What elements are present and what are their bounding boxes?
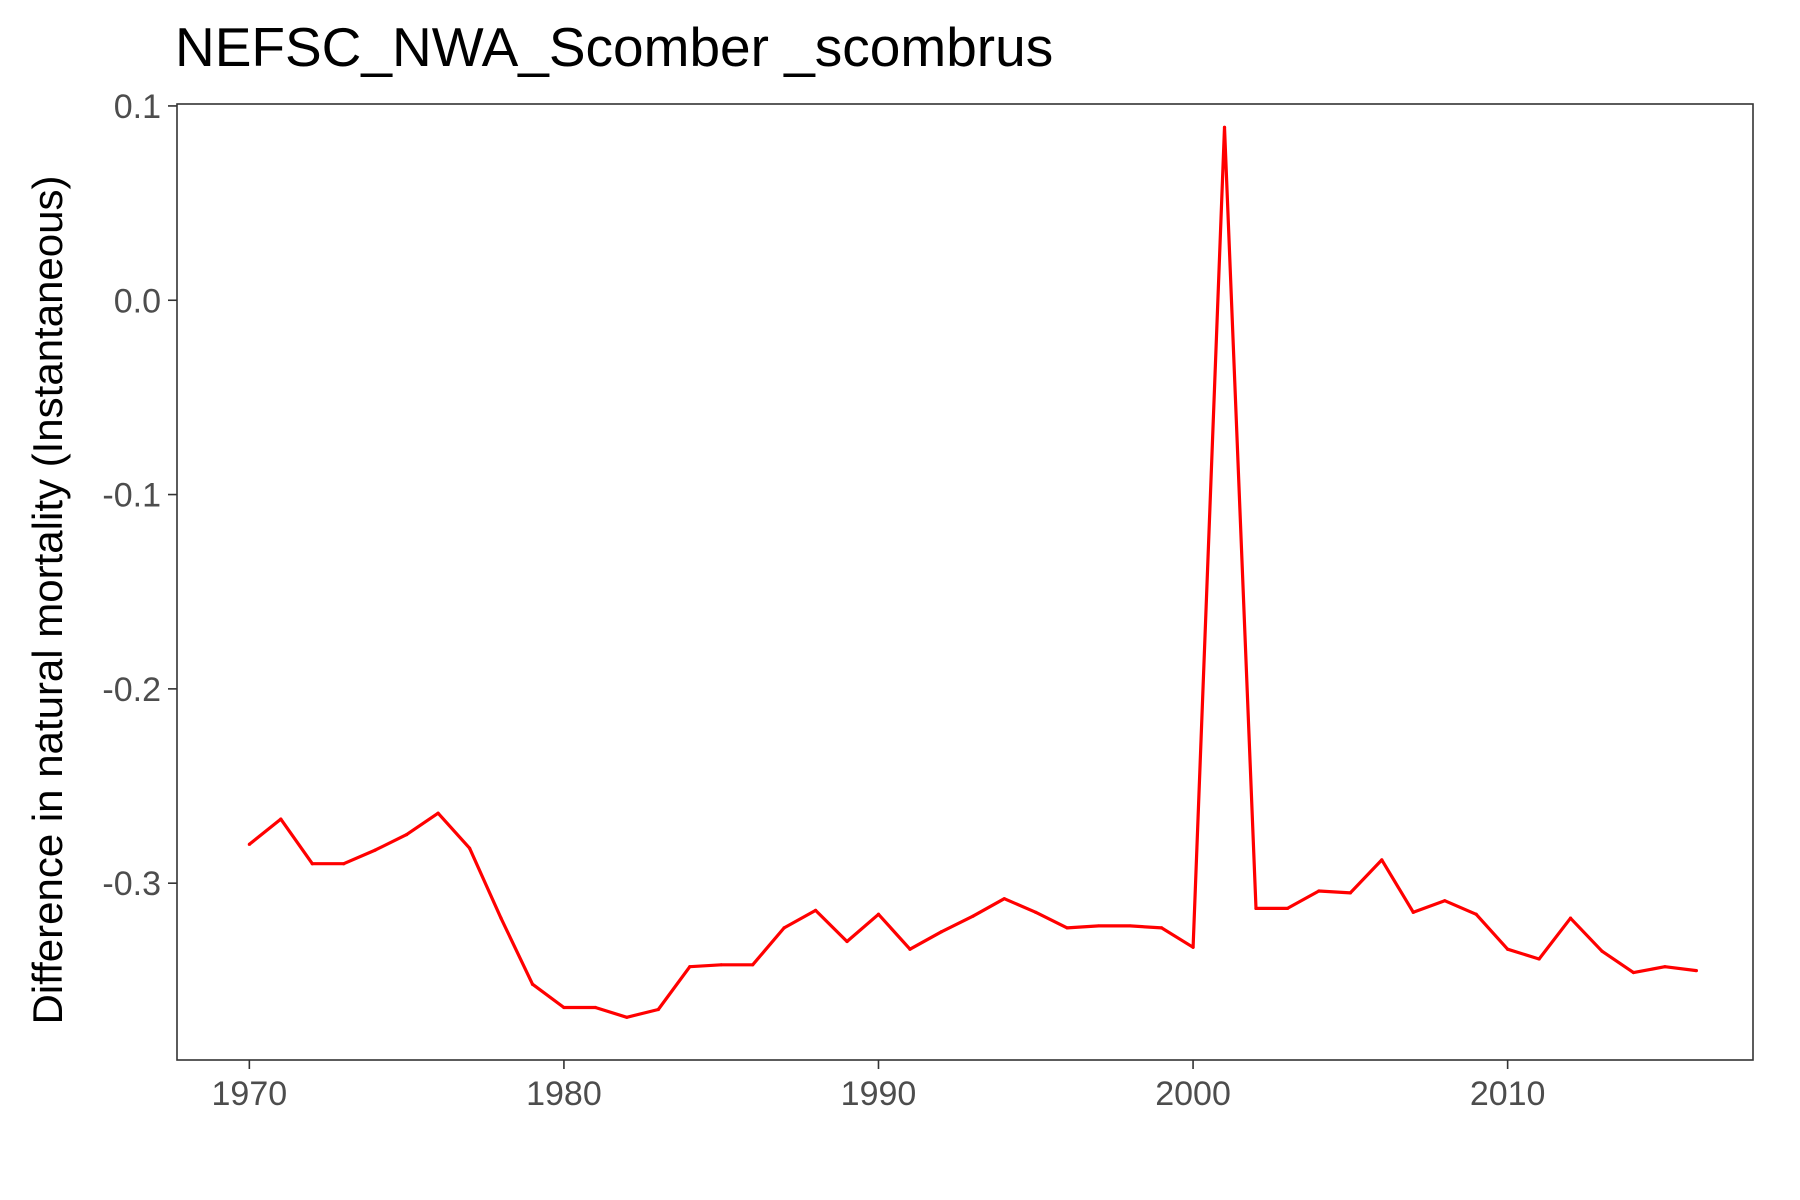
plot-panel bbox=[176, 103, 1754, 1061]
y-axis-title: Difference in natural mortality (Instant… bbox=[24, 176, 71, 1025]
data-point bbox=[939, 930, 944, 934]
x-tick-label: 1990 bbox=[841, 1075, 917, 1113]
data-point bbox=[373, 848, 377, 852]
data-point bbox=[1191, 945, 1195, 949]
data-point bbox=[530, 982, 535, 986]
data-point bbox=[1285, 906, 1290, 911]
data-point bbox=[1002, 897, 1006, 901]
data-point bbox=[310, 862, 314, 866]
data-point bbox=[625, 1015, 629, 1019]
data-point bbox=[467, 846, 472, 850]
data-point bbox=[1694, 969, 1698, 973]
data-point bbox=[719, 963, 723, 967]
data-point bbox=[1222, 125, 1227, 129]
x-tick-label: 1980 bbox=[526, 1075, 602, 1113]
data-point bbox=[1506, 947, 1510, 951]
y-tick-label: 0.0 bbox=[114, 282, 161, 320]
data-point bbox=[1631, 970, 1636, 975]
data-point bbox=[908, 947, 912, 951]
data-point bbox=[499, 916, 503, 920]
data-point bbox=[593, 1005, 597, 1010]
y-tick-label: -0.2 bbox=[102, 671, 161, 709]
data-point bbox=[1254, 906, 1258, 911]
data-point bbox=[405, 833, 409, 837]
data-point bbox=[1065, 926, 1069, 930]
x-tick-label: 2000 bbox=[1155, 1075, 1231, 1113]
y-tick-label: 0.1 bbox=[114, 88, 161, 126]
data-point bbox=[247, 842, 251, 846]
data-point bbox=[1568, 916, 1573, 920]
data-point bbox=[845, 939, 849, 944]
data-point bbox=[751, 963, 755, 967]
y-axis: 0.1 0.0 -0.1 -0.2 -0.3 bbox=[102, 88, 177, 903]
x-tick-label: 2010 bbox=[1470, 1075, 1546, 1113]
data-point bbox=[436, 811, 440, 815]
data-point bbox=[971, 914, 975, 918]
data-point bbox=[1128, 924, 1132, 928]
data-point bbox=[1411, 910, 1415, 914]
data-point bbox=[1097, 924, 1101, 928]
data-point bbox=[1160, 926, 1164, 930]
data-point bbox=[1348, 891, 1352, 895]
data-point bbox=[813, 908, 818, 912]
data-point bbox=[656, 1007, 660, 1012]
data-point bbox=[1537, 957, 1541, 961]
data-point bbox=[1663, 965, 1667, 969]
series-layer bbox=[247, 125, 1698, 1019]
data-point bbox=[688, 965, 692, 969]
x-axis: 1970 1980 1990 2000 2010 bbox=[212, 1060, 1546, 1113]
data-point bbox=[1317, 889, 1321, 893]
data-point bbox=[342, 862, 346, 866]
data-point bbox=[876, 912, 881, 916]
data-point bbox=[1443, 899, 1447, 903]
data-point bbox=[1034, 910, 1038, 914]
y-tick-label: -0.3 bbox=[102, 865, 161, 903]
data-point bbox=[1380, 858, 1384, 862]
chart-title: NEFSC_NWA_Scomber _scombrus bbox=[175, 16, 1053, 78]
data-point bbox=[562, 1005, 566, 1010]
x-tick-label: 1970 bbox=[212, 1075, 288, 1113]
data-point bbox=[1600, 949, 1604, 953]
data-point bbox=[782, 926, 786, 930]
y-tick-label: -0.1 bbox=[102, 477, 161, 515]
data-point bbox=[1474, 912, 1478, 916]
data-point bbox=[279, 817, 283, 821]
